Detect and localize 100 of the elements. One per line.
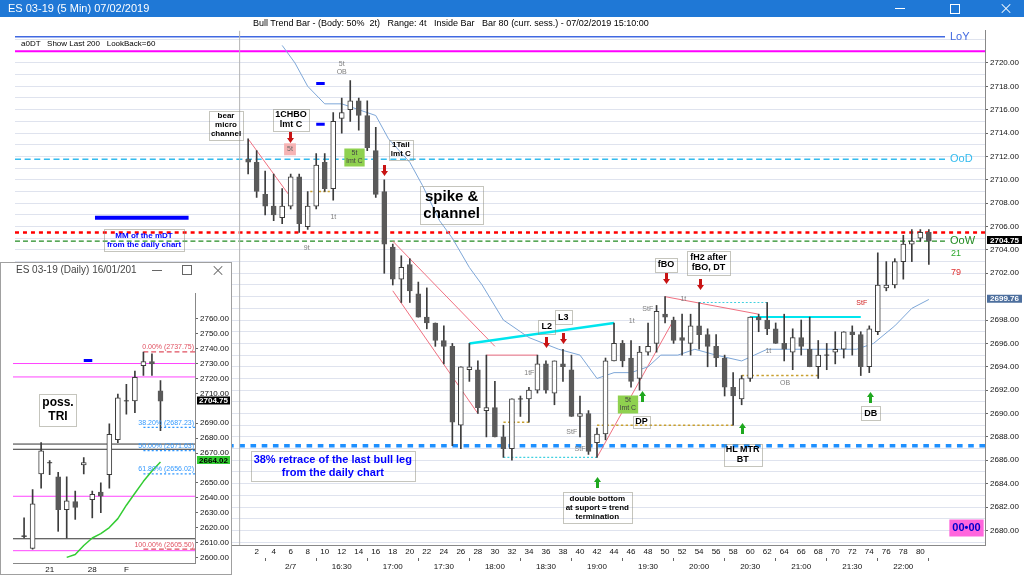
x-tick-label: 50 <box>660 547 671 556</box>
chart-title: ES 03-19 (Daily) 16/01/201 <box>16 264 137 276</box>
x-tick-label: 38 <box>558 547 568 556</box>
x2-tick-label: 18:00 <box>484 562 506 571</box>
y-tick-label: 2670.00 <box>200 448 230 458</box>
x-tick-label: 76 <box>881 547 892 556</box>
annotation: fBO <box>657 259 675 270</box>
x-tick-label: 12 <box>337 547 347 556</box>
y-tick-label: 2706.00 <box>990 221 1020 231</box>
x2-tick-label: 2/7 <box>285 562 297 571</box>
annotation: L3 <box>558 311 569 322</box>
x-tick-label: 4 <box>271 547 277 556</box>
x-tick-label: 78 <box>898 547 909 556</box>
y-tick-label: 2640.00 <box>200 492 230 502</box>
candlestick <box>730 372 736 426</box>
candlestick <box>832 331 839 365</box>
chart-subtitle: Bull Trend Bar - (Body: 50% 2t) Range: 4t Inside Bar Bar 80 (curr. sess.) - 07/02/2019 15:10:00 <box>253 18 649 29</box>
x2-tick-label: 20:30 <box>740 562 761 571</box>
x-tick-label: 40 <box>575 547 585 556</box>
x2-tick-label: 21:30 <box>842 562 863 571</box>
y-tick-label: 2682.00 <box>990 502 1020 512</box>
x-tick-label: 18 <box>388 547 398 556</box>
y-tick-label: 2692.00 <box>990 385 1020 395</box>
x2-tick-label: 22:00 <box>893 562 914 571</box>
y-tick-label: 2750.00 <box>200 328 230 338</box>
x-tick-label: 56 <box>711 547 722 556</box>
candlestick <box>926 229 932 265</box>
candlestick <box>89 490 96 519</box>
candlestick <box>441 325 447 365</box>
y-tick-label: 2698.00 <box>990 315 1020 325</box>
x-tick-label: 60 <box>745 547 756 556</box>
x-tick-label: 8 <box>305 547 311 556</box>
y-tick-label: 2718.00 <box>990 81 1020 91</box>
x-tick-label: 68 <box>813 547 824 556</box>
x2-tick-label: 17:30 <box>433 562 455 571</box>
y-tick-label: 2620.00 <box>200 522 230 532</box>
x2-tick-label: 16:30 <box>331 562 353 571</box>
x-tick-label: 62 <box>762 547 773 556</box>
x-tick-label: F <box>123 565 129 574</box>
annotation: L2 <box>541 321 552 332</box>
x-tick-label: 10 <box>320 547 330 556</box>
y-tick-label: 2610.00 <box>200 537 230 547</box>
x-tick-label: 34 <box>524 547 534 556</box>
candlestick <box>245 138 251 175</box>
y-tick-label: 2708.00 <box>990 198 1020 208</box>
y-tick-label: 2630.00 <box>200 507 230 517</box>
x-tick-label: 30 <box>490 547 500 556</box>
y-tick-label: 2690.00 <box>200 418 230 428</box>
y-tick-label: 2696.00 <box>990 338 1020 348</box>
y-tick-label: 2720.00 <box>990 58 1020 68</box>
x-tick-label: 64 <box>779 547 790 556</box>
candlestick <box>577 395 583 438</box>
annotation: 00•00 <box>952 521 981 534</box>
x-tick-label: 36 <box>541 547 551 556</box>
candlestick <box>149 353 155 376</box>
y-tick-label: 2702.00 <box>990 268 1020 278</box>
y-tick-label: 2680.00 <box>990 525 1020 535</box>
annotation: bear micro channel <box>210 111 242 139</box>
x-tick-label: 26 <box>456 547 466 556</box>
y-tick-label: 2712.00 <box>990 151 1020 161</box>
y-tick-label: 2714.00 <box>990 128 1020 138</box>
annotation: 21 <box>950 248 962 259</box>
annotation: DB <box>864 407 878 418</box>
y-tick-label: 2684.00 <box>990 478 1020 488</box>
candlestick <box>849 325 856 356</box>
x2-tick-label: 17:00 <box>382 562 404 571</box>
ref-line-label: LoY <box>950 29 971 42</box>
candlestick <box>824 343 830 371</box>
y-tick-label: 2730.00 <box>200 358 230 368</box>
annotation: poss. TRI <box>42 395 74 424</box>
y-tick-label: 2710.00 <box>200 388 230 398</box>
x-tick-label: 52 <box>677 547 688 556</box>
x-tick-label: 28 <box>87 565 98 574</box>
y-tick-label: 2716.00 <box>990 104 1020 114</box>
x-tick-label: 22 <box>422 547 432 556</box>
x-tick-label: 2 <box>254 547 260 556</box>
y-tick-label: 2680.00 <box>200 433 230 443</box>
x-tick-label: 6 <box>288 547 294 556</box>
x-tick-label: 54 <box>694 547 705 556</box>
ref-line-label: OoD <box>950 152 973 165</box>
annotation: 38% retrace of the last bull leg from the daily chart <box>253 452 412 478</box>
x-tick-label: 66 <box>796 547 807 556</box>
x-tick-label: 21 <box>45 565 55 574</box>
y-tick-label: 2686.00 <box>990 455 1020 465</box>
x-tick-label: 32 <box>507 547 517 556</box>
y-tick-label: 2694.00 <box>990 361 1020 371</box>
candlestick <box>645 322 651 356</box>
annotation: HL MTR BT <box>725 444 761 465</box>
x-tick-label: 16 <box>371 547 381 556</box>
candlestick <box>97 482 104 513</box>
x2-tick-label: 20:00 <box>689 562 710 571</box>
x-tick-label: 42 <box>592 547 602 556</box>
candlestick <box>72 490 79 520</box>
annotation: MM of the mDT from the daily chart <box>106 230 182 249</box>
text: 2699.76 <box>990 294 1020 304</box>
x-tick-label: 48 <box>643 547 654 556</box>
y-tick-label: 2760.00 <box>200 313 230 323</box>
x-tick-label: 28 <box>473 547 483 556</box>
text: 2704.75 <box>990 235 1020 245</box>
x-tick-label: 74 <box>864 547 875 556</box>
